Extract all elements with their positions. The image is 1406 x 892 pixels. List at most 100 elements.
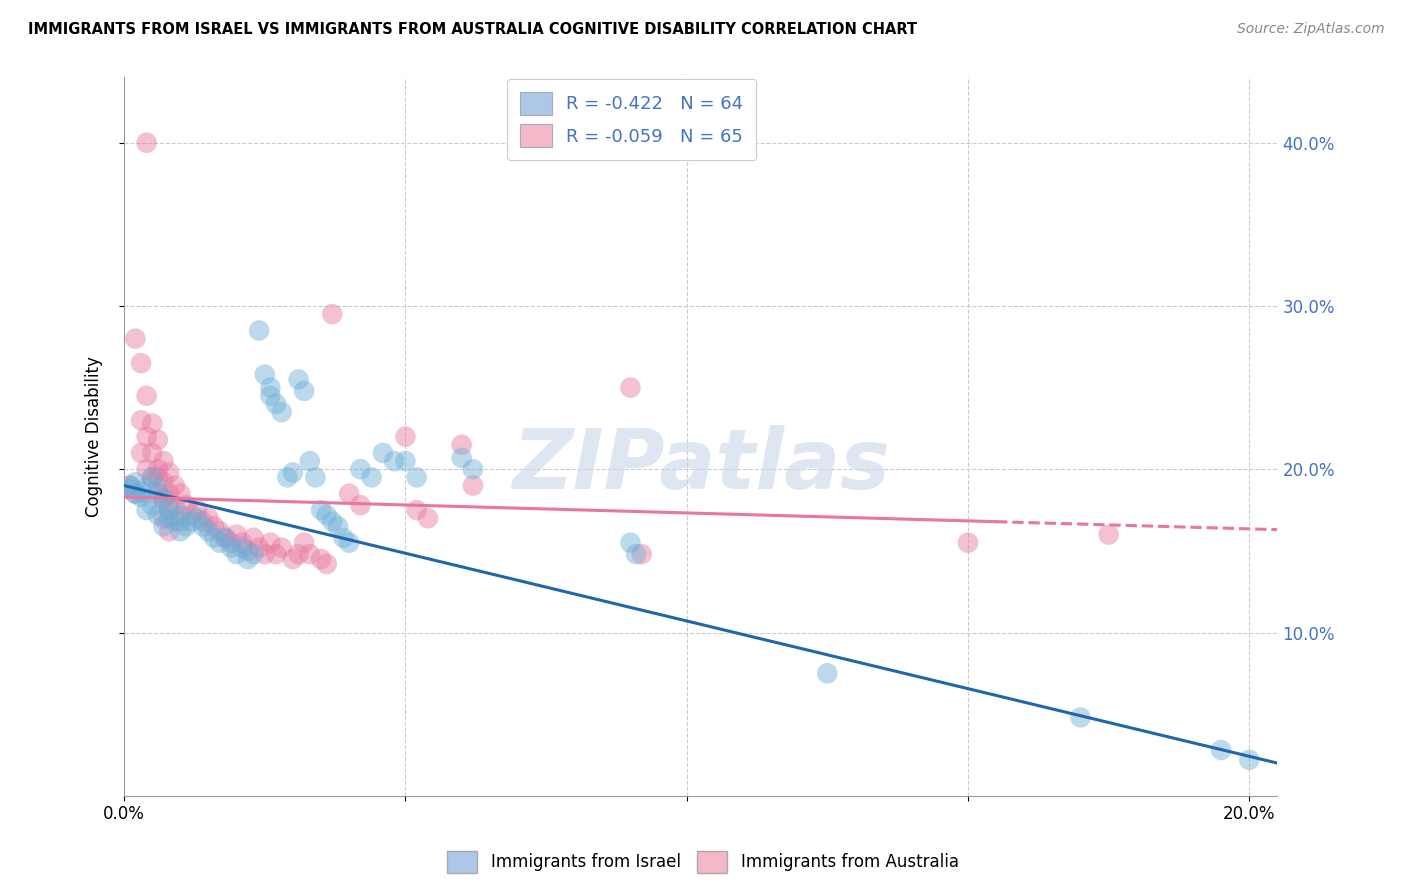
Point [416,511,439,525]
Point [231,541,253,555]
Point [129,485,152,500]
Point [202,519,225,533]
Point [169,487,191,501]
Point [118,478,141,492]
Point [270,541,292,555]
Point [186,503,208,517]
Point [371,446,394,460]
Point [1097,527,1119,541]
Point [281,552,304,566]
Point [315,557,337,571]
Point [450,450,472,465]
Point [236,552,259,566]
Point [242,547,264,561]
Point [191,519,214,533]
Point [174,498,197,512]
Point [169,524,191,539]
Point [337,535,360,549]
Point [298,454,321,468]
Point [624,547,647,561]
Point [214,531,236,545]
Point [349,498,371,512]
Point [1239,753,1261,767]
Point [242,531,264,545]
Point [157,487,180,501]
Point [298,547,321,561]
Point [259,389,281,403]
Point [326,519,349,533]
Point [141,498,163,512]
Point [124,475,146,490]
Point [169,515,191,529]
Point [264,547,287,561]
Point [152,475,174,490]
Point [270,405,292,419]
Point [231,535,253,549]
Point [292,384,315,398]
Point [186,511,208,525]
Point [619,381,641,395]
Text: ZIPatlas: ZIPatlas [512,425,890,506]
Point [129,356,152,370]
Point [304,470,326,484]
Point [124,332,146,346]
Point [135,503,157,517]
Point [146,482,169,496]
Point [157,503,180,517]
Point [135,480,157,494]
Point [135,462,157,476]
Point [129,490,152,504]
Point [157,466,180,480]
Point [118,482,141,496]
Point [405,470,427,484]
Point [321,515,343,529]
Point [287,372,309,386]
Point [169,508,191,522]
Point [197,511,219,525]
Point [461,462,484,476]
Point [180,515,202,529]
Point [956,535,979,549]
Point [129,446,152,460]
Y-axis label: Cognitive Disability: Cognitive Disability [86,356,103,517]
Point [405,503,427,517]
Point [321,307,343,321]
Point [152,454,174,468]
Point [163,498,186,512]
Point [1069,710,1091,724]
Point [129,413,152,427]
Point [332,531,354,545]
Point [259,535,281,549]
Point [276,470,298,484]
Point [146,487,169,501]
Point [259,381,281,395]
Point [619,535,641,549]
Point [630,547,652,561]
Text: IMMIGRANTS FROM ISRAEL VS IMMIGRANTS FROM AUSTRALIA COGNITIVE DISABILITY CORRELA: IMMIGRANTS FROM ISRAEL VS IMMIGRANTS FRO… [28,22,917,37]
Point [157,511,180,525]
Point [135,136,157,150]
Point [394,429,416,443]
Point [253,547,276,561]
Point [152,491,174,506]
Point [180,508,202,522]
Point [152,491,174,506]
Point [146,433,169,447]
Point [264,397,287,411]
Point [1211,743,1233,757]
Point [202,531,225,545]
Point [247,323,270,337]
Point [815,666,838,681]
Point [292,535,315,549]
Point [163,515,186,529]
Point [141,470,163,484]
Point [214,531,236,545]
Point [135,429,157,443]
Point [141,417,163,431]
Point [146,470,169,484]
Point [337,487,360,501]
Point [349,462,371,476]
Point [247,541,270,555]
Point [461,478,484,492]
Point [118,478,141,492]
